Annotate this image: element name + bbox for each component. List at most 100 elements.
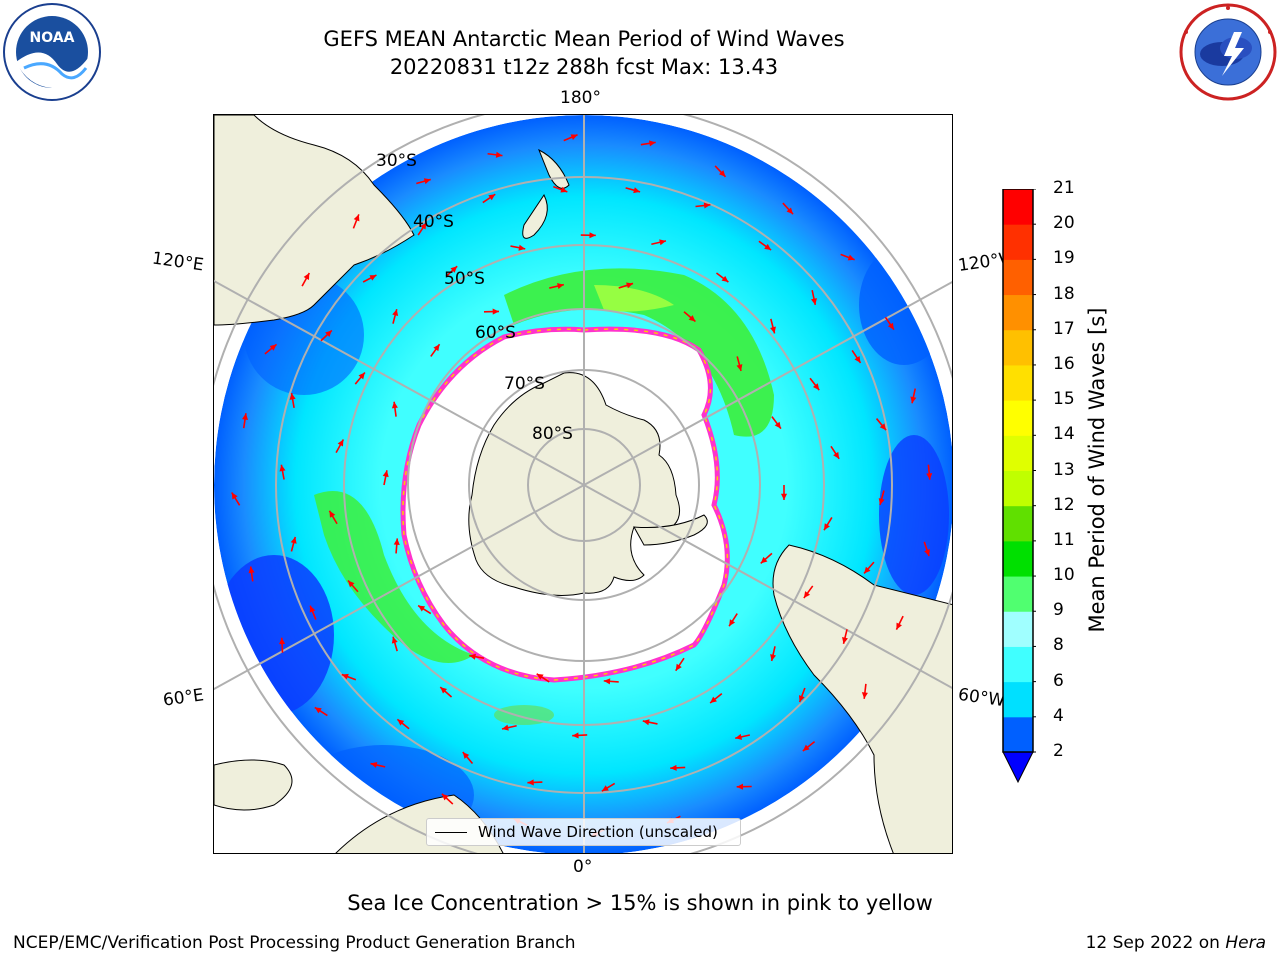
wave-arrow-head <box>341 673 349 680</box>
wave-arrow-head <box>242 413 249 420</box>
lat-label-50s: 50°S <box>444 269 485 289</box>
wave-arrow-head <box>833 451 840 459</box>
wave-arrow-head <box>469 653 476 660</box>
lat-label-40s: 40°S <box>413 212 454 232</box>
wave-arrow-head <box>382 470 389 478</box>
chart-subtitle: 20220831 t12z 288h fcst Max: 13.43 <box>389 55 779 79</box>
colorbar-tick-label: 2 <box>1053 741 1064 761</box>
colorbar-cell <box>1003 681 1033 718</box>
footer-date: 12 Sep 2022 on Hera <box>1086 933 1266 953</box>
wave-arrow-head <box>348 580 355 588</box>
colorbar-cell <box>1003 576 1033 612</box>
wave-arrow-head <box>420 222 427 230</box>
colorbar-tick-label: 16 <box>1053 353 1075 374</box>
colorbar-cell <box>1003 646 1033 683</box>
south-america <box>772 544 952 853</box>
wave-arrow-head <box>703 202 711 209</box>
wave-arrow-head <box>854 355 861 363</box>
wave-arrow-head <box>501 724 509 731</box>
wave-arrow-head <box>878 498 885 505</box>
lon-label-0: 0° <box>573 857 593 877</box>
colorbar-cell <box>1003 189 1033 225</box>
colorbar-tick-label: 10 <box>1053 565 1075 586</box>
colorbar-tick-label: 12 <box>1053 494 1075 515</box>
wave-arrow-head <box>423 178 431 185</box>
lon-label-60e: 60°E <box>161 685 206 711</box>
wave-arrow-head <box>659 239 666 246</box>
colorbar-tick-label: 20 <box>1053 213 1075 234</box>
wave-arrow-head <box>527 779 534 786</box>
wave-arrow-head <box>910 396 917 404</box>
wave-arrow-head <box>736 783 744 790</box>
lat-label-70s: 70°S <box>504 374 545 394</box>
wave-arrow-head <box>626 282 634 289</box>
wave-arrow-head <box>735 733 743 740</box>
colorbar-tick-label: 17 <box>1053 318 1075 339</box>
wave-arrow-head <box>488 194 496 201</box>
wave-arrow-head <box>289 393 296 400</box>
wave-arrow-head <box>675 663 682 671</box>
wave-arrow-head <box>770 654 777 661</box>
colorbar-cell <box>1003 294 1033 331</box>
wave-arrow-head <box>721 275 729 283</box>
wave-arrow-head <box>557 283 564 290</box>
wave-arrow-head <box>824 523 830 531</box>
map-panel <box>213 114 953 854</box>
wind-wave-arrows <box>231 134 933 838</box>
map-legend: Wind Wave Direction (unscaled) <box>426 818 741 846</box>
colorbar-cell <box>1003 435 1033 471</box>
wave-arrow-head <box>353 214 360 222</box>
footer-credit: NCEP/EMC/Verification Post Processing Pr… <box>13 933 576 953</box>
colorbar-cell <box>1003 611 1033 647</box>
colorbar-tick-label: 13 <box>1053 459 1075 480</box>
svg-text:NOAA: NOAA <box>30 30 75 46</box>
wave-arrow-head <box>303 272 310 280</box>
wave-arrow-head <box>418 605 426 612</box>
colorbar-tick-label: 11 <box>1053 529 1075 550</box>
nws-logo <box>1179 3 1277 101</box>
wave-arrow-head <box>314 707 322 714</box>
wave-arrow-head <box>393 538 400 545</box>
colorbar-tick-label: 14 <box>1053 424 1075 445</box>
wave-arrow-head <box>536 673 544 680</box>
lat-label-60s: 60°S <box>475 323 516 343</box>
wave-arrow-head <box>309 605 316 613</box>
wave-arrow-head <box>847 254 855 261</box>
wave-arrow-head <box>518 244 526 251</box>
wave-arrow-head <box>642 719 650 726</box>
colorbar-cell <box>1003 540 1033 577</box>
wave-arrow-head <box>603 678 611 685</box>
colorbar-cell <box>1003 364 1033 401</box>
wave-arrow-head <box>290 536 297 544</box>
wave-arrow-head <box>279 464 286 472</box>
wave-arrow-head <box>391 636 398 644</box>
colorbar-cell <box>1003 259 1033 296</box>
wave-arrow-head <box>572 732 579 739</box>
wave-arrow-head <box>633 187 641 194</box>
wave-arrow-head <box>780 493 788 500</box>
wave-arrow-head <box>450 266 458 273</box>
chart-title: GEFS MEAN Antarctic Mean Period of Wind … <box>323 27 845 51</box>
wave-arrow-head <box>391 401 398 409</box>
colorbar-tick-label: 4 <box>1053 705 1064 726</box>
wave-arrow-head <box>803 591 811 599</box>
graticule <box>214 115 952 853</box>
wave-arrow-head <box>495 151 503 158</box>
wave-arrow-head <box>729 619 736 627</box>
lat-label-80s: 80°S <box>532 424 573 444</box>
wave-arrow-head <box>325 330 332 337</box>
colorbar-tick-label: 21 <box>1053 178 1075 198</box>
wave-arrow-head <box>337 439 344 447</box>
footer-host: Hera <box>1225 933 1266 953</box>
wave-arrow-head <box>842 637 848 644</box>
wave-arrow-head <box>370 761 378 768</box>
wave-arrow-head <box>861 692 868 699</box>
wave-arrow-head <box>710 696 717 703</box>
wave-arrow-head <box>670 764 677 771</box>
colorbar-cell <box>1003 329 1033 366</box>
wave-arrow-head <box>786 207 794 215</box>
wave-arrow-head <box>392 309 399 317</box>
colorbar-tick-label: 15 <box>1053 389 1075 410</box>
colorbar-cell <box>1003 505 1033 542</box>
noaa-logo: NOAA <box>3 3 101 101</box>
